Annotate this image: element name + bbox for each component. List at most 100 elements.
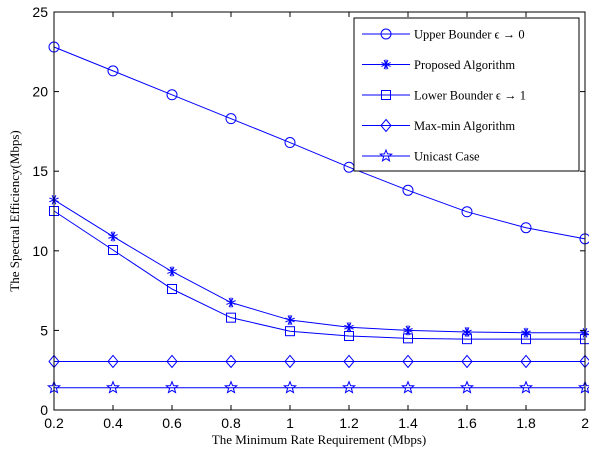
series-3-point-8 <box>462 334 472 345</box>
y-axis-title: The Spectral Efficiency(Mbps) <box>7 130 22 291</box>
series-2-point-5 <box>285 315 295 326</box>
legend: Upper Bounder ϵ → 0 Proposed Algorithm Low… <box>353 17 580 172</box>
series-4-point-7 <box>402 354 414 369</box>
y-tick-label: 20 <box>32 84 48 100</box>
series-2-point-7-shape <box>403 325 413 336</box>
legend-label: Max-min Algorithm <box>414 119 515 133</box>
series-4-point-9-shape <box>520 354 532 369</box>
series-3-point-4-shape <box>226 312 236 323</box>
series-3-point-3 <box>167 284 177 295</box>
series-4-point-3-shape <box>166 354 178 369</box>
y-tick-label: 10 <box>32 243 48 259</box>
series-3 <box>49 206 589 345</box>
series-5-point-2-shape <box>105 380 121 394</box>
legend-label: Upper Bounder ϵ → 0 <box>414 28 525 42</box>
series-5-point-5-shape <box>282 380 298 394</box>
series-5-point-5 <box>282 380 298 394</box>
plot-frame <box>53 11 586 411</box>
series-1-point-3 <box>166 89 178 101</box>
series-1-point-7-shape <box>402 184 414 196</box>
series-2-point-4-shape <box>226 297 236 308</box>
series-4-point-2 <box>107 354 119 369</box>
y-tick-label: 5 <box>40 322 48 338</box>
series-1-point-8 <box>461 206 473 218</box>
series-3-point-6 <box>344 330 354 341</box>
series-1-point-7 <box>402 184 414 196</box>
series-2-point-5-shape <box>285 315 295 326</box>
series-5-point-8 <box>459 380 475 394</box>
series-2-point-8 <box>462 326 472 337</box>
series-4 <box>48 354 589 369</box>
series-3-point-4 <box>226 312 236 323</box>
legend-entry-1: Upper Bounder ϵ → 0 <box>362 28 525 42</box>
x-axis-title: The Minimum Rate Requirement (Mbps) <box>212 432 426 447</box>
legend-marker-shape <box>380 118 392 133</box>
series-4-point-4-shape <box>225 354 237 369</box>
legend-entry-5: Unicast Case <box>362 148 480 164</box>
series-2 <box>49 194 589 338</box>
series-layer <box>46 41 589 394</box>
series-1-point-2-shape <box>107 65 119 77</box>
series-3-point-6-shape <box>344 330 354 341</box>
legend-label: Unicast Case <box>414 150 480 164</box>
series-5-point-4-shape <box>223 380 239 394</box>
series-2-line <box>53 199 585 334</box>
series-4-point-6-shape <box>343 354 355 369</box>
series-2-point-6-shape <box>344 322 354 333</box>
series-2-point-8-shape <box>462 326 472 337</box>
series-1-point-5-shape <box>284 137 296 149</box>
legend-marker <box>381 90 391 100</box>
series-1-line <box>53 46 586 240</box>
series-5-point-3 <box>164 380 180 394</box>
series-4-point-5-shape <box>284 354 296 369</box>
series-1-point-4-shape <box>225 113 237 125</box>
series-3-point-2-shape <box>108 245 118 256</box>
x-tick-label: 0.4 <box>103 415 123 431</box>
series-3-point-3-shape <box>167 284 177 295</box>
series-1-point-3-shape <box>166 89 178 101</box>
legend-label: Proposed Algorithm <box>414 58 515 72</box>
x-tick-label: 1.8 <box>516 415 536 431</box>
legend-marker <box>380 28 392 40</box>
x-tick-label: 2 <box>581 415 589 431</box>
series-4-point-8 <box>461 354 473 369</box>
series-5-point-8-shape <box>459 380 475 394</box>
x-tick-label: 0.2 <box>44 415 64 431</box>
legend-entry-4: Max-min Algorithm <box>362 118 515 133</box>
series-2-point-3-shape <box>167 266 177 277</box>
series-2-point-9 <box>521 327 531 338</box>
series-4-point-4 <box>225 354 237 369</box>
y-tick-label: 0 <box>40 402 48 418</box>
series-2-point-2 <box>108 231 118 242</box>
series-4-point-9 <box>520 354 532 369</box>
series-2-point-4 <box>226 297 236 308</box>
series-4-point-2-shape <box>107 354 119 369</box>
series-3-point-2 <box>108 245 118 256</box>
legend-label: Lower Bounder ϵ → 1 <box>414 89 526 103</box>
series-5-point-9 <box>518 380 534 394</box>
legend-marker-shape <box>381 59 391 70</box>
legend-entry-3: Lower Bounder ϵ → 1 <box>362 89 526 103</box>
series-3-point-8-shape <box>462 334 472 345</box>
series-4-point-3 <box>166 354 178 369</box>
series-5-point-7 <box>400 380 416 394</box>
y-tick-label: 15 <box>32 163 48 179</box>
x-tick-label: 1.6 <box>457 415 477 431</box>
legend-marker-shape <box>380 28 392 40</box>
x-tick-label: 0.6 <box>162 415 182 431</box>
series-1-point-9-shape <box>520 222 532 234</box>
series-2-point-3 <box>167 266 177 277</box>
series-5-point-3-shape <box>164 380 180 394</box>
series-1-point-9 <box>520 222 532 234</box>
series-4-point-5 <box>284 354 296 369</box>
series-2-point-6 <box>344 322 354 333</box>
legend-marker <box>378 148 394 162</box>
series-3-line <box>53 210 585 340</box>
series-1-point-8-shape <box>461 206 473 218</box>
series-5-point-2 <box>105 380 121 394</box>
series-5-point-9-shape <box>518 380 534 394</box>
series-3-point-5-shape <box>285 326 295 337</box>
legend-marker-shape <box>381 90 391 100</box>
series-5-point-6 <box>341 380 357 394</box>
